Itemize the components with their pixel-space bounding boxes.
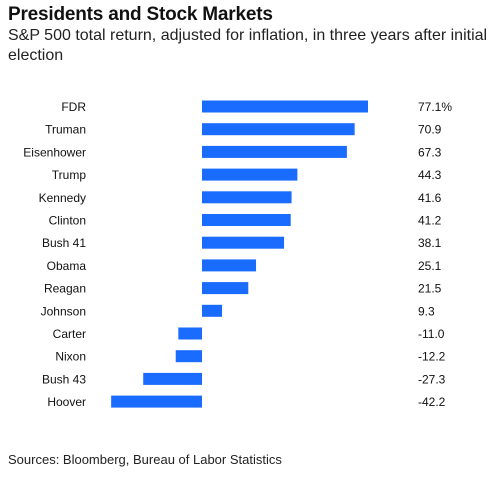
value-label: 41.2 [418,214,442,228]
bar [202,145,347,158]
source-note: Sources: Bloomberg, Bureau of Labor Stat… [8,452,282,467]
category-label: Clinton [49,214,86,228]
category-label: Bush 43 [42,372,86,386]
bar [178,327,202,340]
value-label: 38.1 [418,236,442,250]
chart-subtitle: S&P 500 total return, adjusted for infla… [8,27,488,64]
value-label: 9.3 [418,304,435,318]
bar [202,236,285,249]
bar [202,168,298,181]
category-label: FDR [61,100,86,114]
category-label: Bush 41 [42,236,86,250]
bar [111,395,202,408]
bar [143,372,202,385]
value-label: 41.6 [418,191,442,205]
value-label: 44.3 [418,168,442,182]
bar [202,282,249,295]
bar [175,350,202,363]
bar [202,100,368,113]
value-label: -42.2 [418,395,446,409]
chart-title: Presidents and Stock Markets [8,4,273,25]
category-label: Kennedy [39,191,86,205]
value-label: -12.2 [418,350,446,364]
category-label: Eisenhower [23,145,86,159]
category-label: Hoover [47,395,86,409]
bar [202,123,355,136]
category-label: Trump [52,168,87,182]
value-label: 67.3 [418,145,442,159]
bar-chart: FDR 77.1% Truman 70.9 Eisenhower 67.3 Trump 44.… [23,100,452,409]
value-label: -11.0 [418,327,445,341]
value-label: -27.3 [418,372,446,386]
category-label: Carter [53,327,86,341]
bar [202,259,257,272]
bar [202,214,291,226]
category-label: Johnson [41,304,86,318]
value-label: 25.1 [418,259,442,273]
bar [202,191,292,204]
value-label: 70.9 [418,123,442,137]
value-label: 77.1% [418,100,452,114]
category-label: Obama [47,259,87,273]
value-label: 21.5 [418,282,442,296]
bar [202,304,223,317]
category-label: Nixon [55,350,86,364]
category-label: Truman [45,123,86,137]
category-label: Reagan [44,282,86,296]
